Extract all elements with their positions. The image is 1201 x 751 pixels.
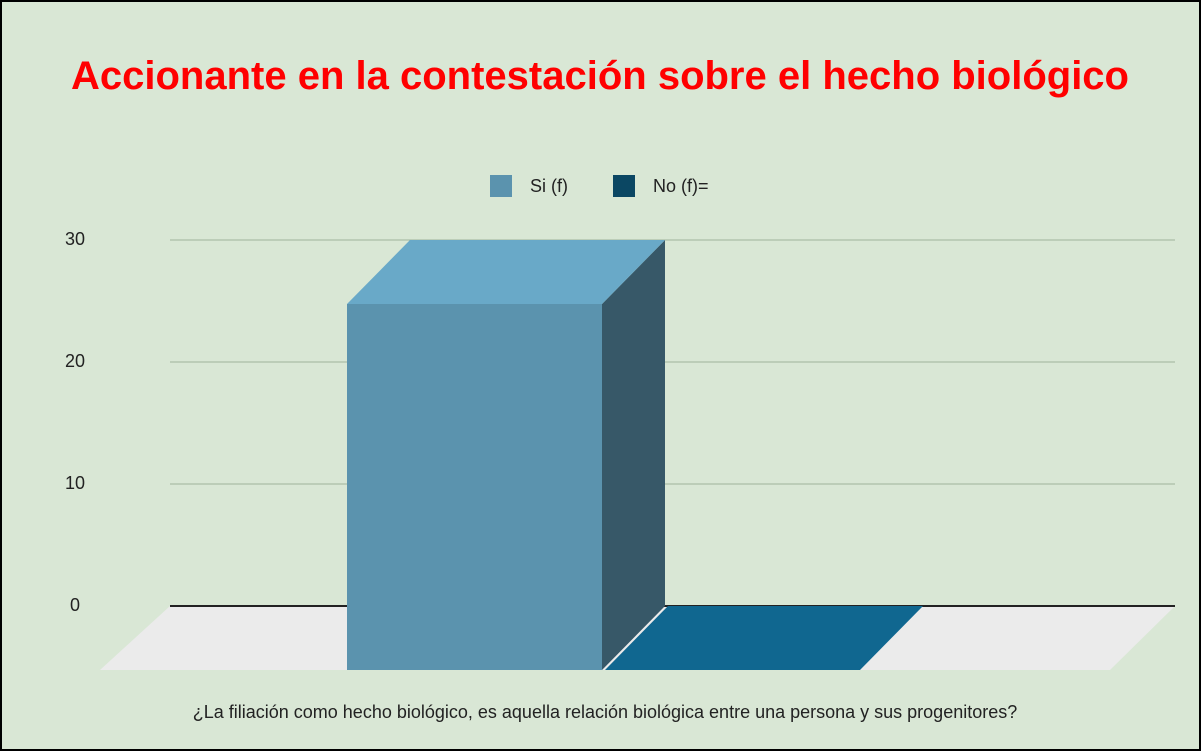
y-tick-label: 10: [65, 473, 85, 493]
y-tick-label: 30: [65, 229, 85, 249]
y-tick-label: 0: [70, 595, 80, 615]
y-tick-label: 20: [65, 351, 85, 371]
legend-swatch: [490, 175, 512, 197]
chart-title: Accionante en la contestación sobre el h…: [71, 54, 1129, 98]
bar-top: [605, 606, 923, 670]
legend-swatch: [613, 175, 635, 197]
legend-label: No (f)=: [653, 176, 709, 196]
legend-label: Si (f): [530, 176, 568, 196]
bar-front: [347, 304, 602, 670]
bar-top: [347, 240, 665, 304]
bar-side: [602, 240, 665, 670]
x-tick-label: ¿La filiación como hecho biológico, es a…: [193, 702, 1018, 722]
